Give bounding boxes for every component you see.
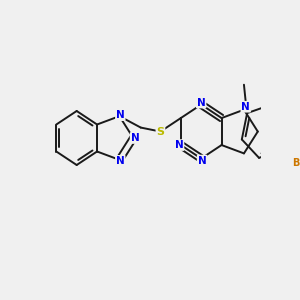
Text: N: N [130, 133, 140, 143]
Text: N: N [241, 102, 250, 112]
Text: N: N [198, 156, 206, 166]
Text: N: N [116, 156, 125, 166]
Text: N: N [116, 110, 125, 120]
Text: Br: Br [292, 158, 300, 168]
Text: N: N [197, 98, 206, 108]
Text: N: N [175, 140, 184, 150]
Text: S: S [157, 127, 164, 136]
